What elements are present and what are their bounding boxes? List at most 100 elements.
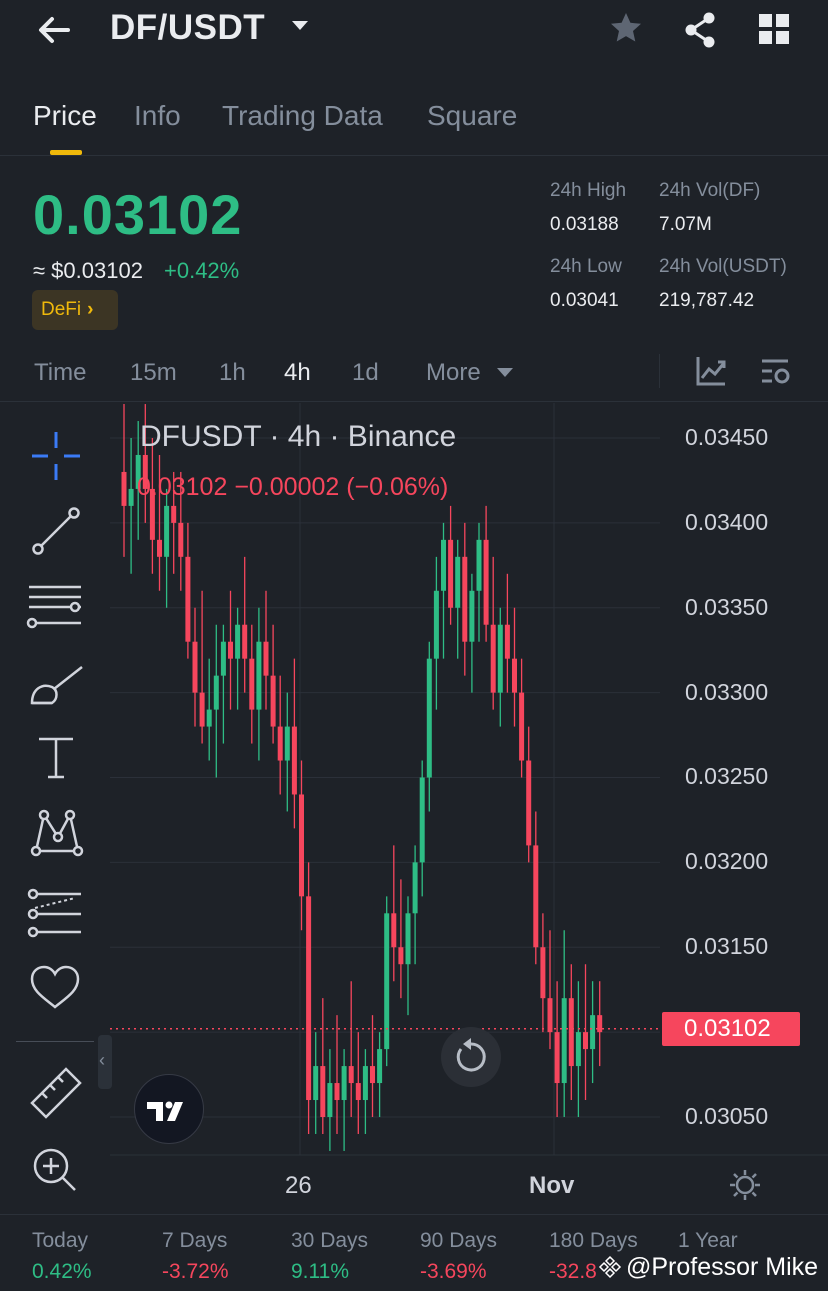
- tab-info[interactable]: Info: [134, 100, 181, 131]
- perf-label: 1 Year: [678, 1229, 738, 1252]
- fib-retracement-icon[interactable]: [25, 581, 85, 631]
- ruler-icon[interactable]: [28, 1065, 84, 1121]
- candle-body: [135, 454, 141, 489]
- candle-body: [185, 556, 191, 642]
- caret-down-icon[interactable]: [496, 366, 514, 378]
- y-axis-tick: 0.03250: [685, 763, 769, 789]
- chart-area[interactable]: [110, 403, 828, 1213]
- heart-icon[interactable]: [28, 963, 82, 1013]
- candle-body: [242, 624, 248, 659]
- chart-legend-ohlc: 0.03102 −0.00002 (−0.06%): [137, 473, 449, 501]
- interval-1h[interactable]: 1h: [219, 359, 246, 386]
- stat-high-value: 0.03188: [550, 214, 619, 235]
- candle-body: [355, 1083, 361, 1101]
- candle-body: [384, 913, 390, 1050]
- candle-body: [426, 658, 432, 778]
- reset-icon: [456, 1038, 486, 1072]
- candle-body: [462, 556, 468, 642]
- star-icon[interactable]: [608, 10, 644, 46]
- candle-body: [526, 760, 532, 846]
- watermark: @Professor Mike: [598, 1253, 818, 1282]
- candle-body: [284, 726, 290, 761]
- candle-body: [519, 692, 525, 761]
- candle-body: [121, 471, 127, 506]
- category-tag[interactable]: DeFi ›: [32, 290, 118, 330]
- candle-body: [412, 862, 418, 914]
- candle-body: [149, 488, 155, 540]
- usd-price: ≈ $0.03102: [33, 258, 143, 283]
- candle-body: [561, 998, 567, 1084]
- perf-label: 30 Days: [291, 1229, 369, 1252]
- chart-settings-icon[interactable]: [758, 354, 792, 388]
- text-tool-icon[interactable]: [35, 733, 77, 783]
- crosshair-icon[interactable]: [30, 430, 82, 482]
- candle-body: [306, 896, 312, 1101]
- caret-down-icon[interactable]: [290, 18, 310, 32]
- perf-label: 90 Days: [420, 1229, 498, 1252]
- y-axis-tick: 0.03050: [685, 1103, 769, 1129]
- divider: [659, 354, 660, 388]
- candle-body: [228, 641, 233, 659]
- prediction-icon[interactable]: [25, 888, 85, 938]
- collapse-toolbar-handle[interactable]: ‹: [98, 1035, 112, 1089]
- perf-label: 7 Days: [162, 1229, 228, 1252]
- tab-trading-data[interactable]: Trading Data: [222, 100, 383, 131]
- candle-body: [341, 1066, 347, 1101]
- candle-body: [128, 488, 134, 506]
- candle-body: [455, 556, 461, 608]
- candle-body: [448, 539, 454, 608]
- reset-chart-button[interactable]: [441, 1027, 501, 1087]
- tab-price[interactable]: Price: [33, 100, 97, 131]
- share-icon[interactable]: [682, 10, 718, 50]
- drawing-toolbar: [0, 403, 110, 1213]
- pair-title[interactable]: DF/USDT: [110, 8, 266, 47]
- trendline-icon[interactable]: [30, 505, 82, 557]
- chart-legend-title: DFUSDT · 4h · Binance: [140, 420, 457, 453]
- candle-body: [504, 624, 510, 659]
- candle-body: [206, 709, 212, 727]
- y-axis-tick: 0.03200: [685, 848, 769, 874]
- candle-body: [554, 1032, 560, 1084]
- top-bar: DF/USDT: [0, 0, 828, 62]
- candle-body: [398, 947, 404, 965]
- tab-bar: Price Info Trading Data Square: [0, 90, 828, 156]
- brush-icon[interactable]: [28, 659, 86, 709]
- candle-body: [164, 505, 170, 557]
- interval-4h[interactable]: 4h: [284, 359, 311, 386]
- candle-body: [249, 658, 255, 710]
- price-change: +0.42%: [164, 258, 240, 283]
- tab-square[interactable]: Square: [427, 100, 518, 131]
- candle-body: [178, 522, 184, 557]
- candle-body: [405, 913, 411, 965]
- stat-vol-df-label: 24h Vol(DF): [659, 180, 761, 201]
- x-axis-tick: 26: [285, 1172, 312, 1199]
- candle-body: [192, 641, 198, 693]
- interval-15m[interactable]: 15m: [130, 359, 177, 386]
- back-arrow-icon[interactable]: [34, 10, 74, 50]
- grid-icon[interactable]: [757, 12, 791, 46]
- y-axis-tick: 0.03400: [685, 509, 769, 535]
- candle-body: [320, 1066, 326, 1117]
- perf-label: Today: [32, 1229, 89, 1252]
- perf-value: 0.42%: [32, 1260, 92, 1283]
- zoom-in-icon[interactable]: [30, 1145, 80, 1195]
- interval-time[interactable]: Time: [34, 359, 87, 386]
- candle-body: [263, 641, 269, 676]
- perf-value: 9.11%: [291, 1260, 349, 1283]
- candle-body: [433, 590, 439, 659]
- interval-more[interactable]: More: [426, 359, 481, 386]
- candle-body: [490, 624, 496, 693]
- pattern-icon[interactable]: [28, 807, 84, 859]
- candlestick-chart[interactable]: [110, 403, 828, 1213]
- candle-body: [391, 913, 397, 948]
- y-axis-tick: 0.03150: [685, 933, 769, 959]
- indicator-icon[interactable]: [694, 354, 728, 388]
- candle-body: [370, 1066, 375, 1084]
- perf-value: -3.72%: [162, 1260, 229, 1283]
- candle-body: [334, 1083, 340, 1101]
- candle-body: [213, 675, 219, 710]
- gear-icon[interactable]: [728, 1168, 762, 1202]
- perf-label: 180 Days: [549, 1229, 638, 1252]
- candle-body: [575, 1032, 581, 1067]
- interval-1d[interactable]: 1d: [352, 359, 379, 386]
